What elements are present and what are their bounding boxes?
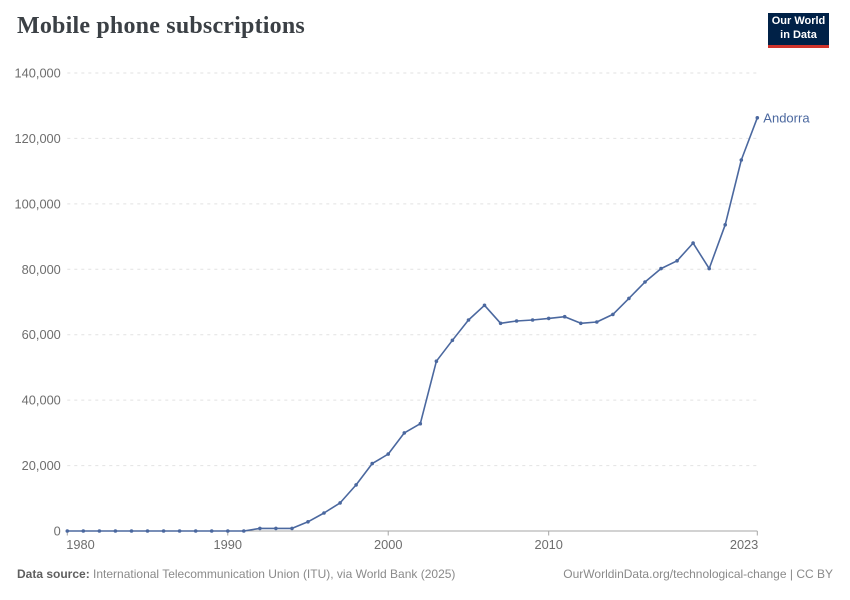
data-point xyxy=(177,529,182,533)
data-point xyxy=(418,421,423,426)
data-point xyxy=(482,303,487,308)
data-point xyxy=(723,223,727,227)
data-point xyxy=(290,526,294,531)
x-tick-label: 1980 xyxy=(66,537,94,552)
data-point xyxy=(659,266,663,271)
data-point xyxy=(161,529,166,533)
data-point xyxy=(306,520,310,524)
data-point xyxy=(322,511,326,515)
y-tick-label: 60,000 xyxy=(22,327,61,342)
data-point xyxy=(242,529,246,533)
data-point xyxy=(498,321,503,326)
data-point xyxy=(370,461,375,466)
data-point xyxy=(530,318,535,322)
data-point xyxy=(450,338,455,343)
data-line xyxy=(66,117,759,532)
data-point xyxy=(691,241,695,245)
data-point xyxy=(354,483,358,487)
data-point xyxy=(562,314,567,319)
data-point xyxy=(145,529,150,533)
data-point xyxy=(209,529,214,533)
data-point xyxy=(675,259,679,263)
data-point xyxy=(627,296,631,301)
x-tick-label: 2023 xyxy=(730,537,758,552)
x-tick-label: 2010 xyxy=(534,537,562,552)
data-point xyxy=(707,266,711,271)
data-source-label: Data source: xyxy=(17,567,90,581)
data-point xyxy=(466,318,471,322)
y-tick-label: 40,000 xyxy=(22,393,61,408)
x-axis: 1980 1990 2000 2010 2023 xyxy=(66,531,758,552)
data-point xyxy=(65,529,70,533)
data-point xyxy=(643,280,647,284)
data-point xyxy=(113,529,118,533)
y-axis: 0 20,000 40,000 60,000 80,000 100,000 120,000 1… xyxy=(15,66,758,539)
owid-logo-line2: in Data xyxy=(780,29,817,41)
data-point xyxy=(579,321,583,326)
owid-logo-line1: Our World xyxy=(771,15,826,28)
data-point xyxy=(81,529,86,533)
data-point xyxy=(546,316,551,321)
data-point xyxy=(739,158,744,162)
data-point xyxy=(258,526,262,531)
y-tick-label: 120,000 xyxy=(15,131,61,146)
y-tick-label: 20,000 xyxy=(22,458,61,473)
data-point xyxy=(611,312,615,317)
y-tick-label: 80,000 xyxy=(22,262,61,277)
data-point xyxy=(226,529,230,533)
x-tick-label: 1990 xyxy=(214,537,242,552)
x-tick-label: 2000 xyxy=(374,537,402,552)
chart-footer: Data source: International Telecommunica… xyxy=(17,567,833,581)
y-tick-label: 100,000 xyxy=(15,196,61,211)
page-title: Mobile phone subscriptions xyxy=(17,13,305,39)
y-tick-label: 140,000 xyxy=(15,66,61,81)
data-point xyxy=(755,116,760,120)
data-point xyxy=(97,529,102,533)
data-point xyxy=(386,452,391,456)
data-point xyxy=(402,431,407,435)
data-point xyxy=(434,359,439,364)
footer-citation-link[interactable]: OurWorldinData.org/technological-change … xyxy=(563,567,833,581)
data-source-text: International Telecommunication Union (I… xyxy=(89,567,456,581)
data-point xyxy=(193,529,198,533)
owid-logo[interactable]: Our World in Data xyxy=(768,13,829,48)
data-point xyxy=(274,526,278,531)
data-point xyxy=(595,320,599,324)
data-source-note: Data source: International Telecommunica… xyxy=(17,567,455,581)
y-tick-label: 0 xyxy=(54,524,61,539)
entity-label: Andorra xyxy=(763,110,810,125)
data-point xyxy=(338,501,342,505)
data-point-markers xyxy=(65,116,760,533)
data-point xyxy=(514,319,519,323)
data-point xyxy=(129,529,134,533)
